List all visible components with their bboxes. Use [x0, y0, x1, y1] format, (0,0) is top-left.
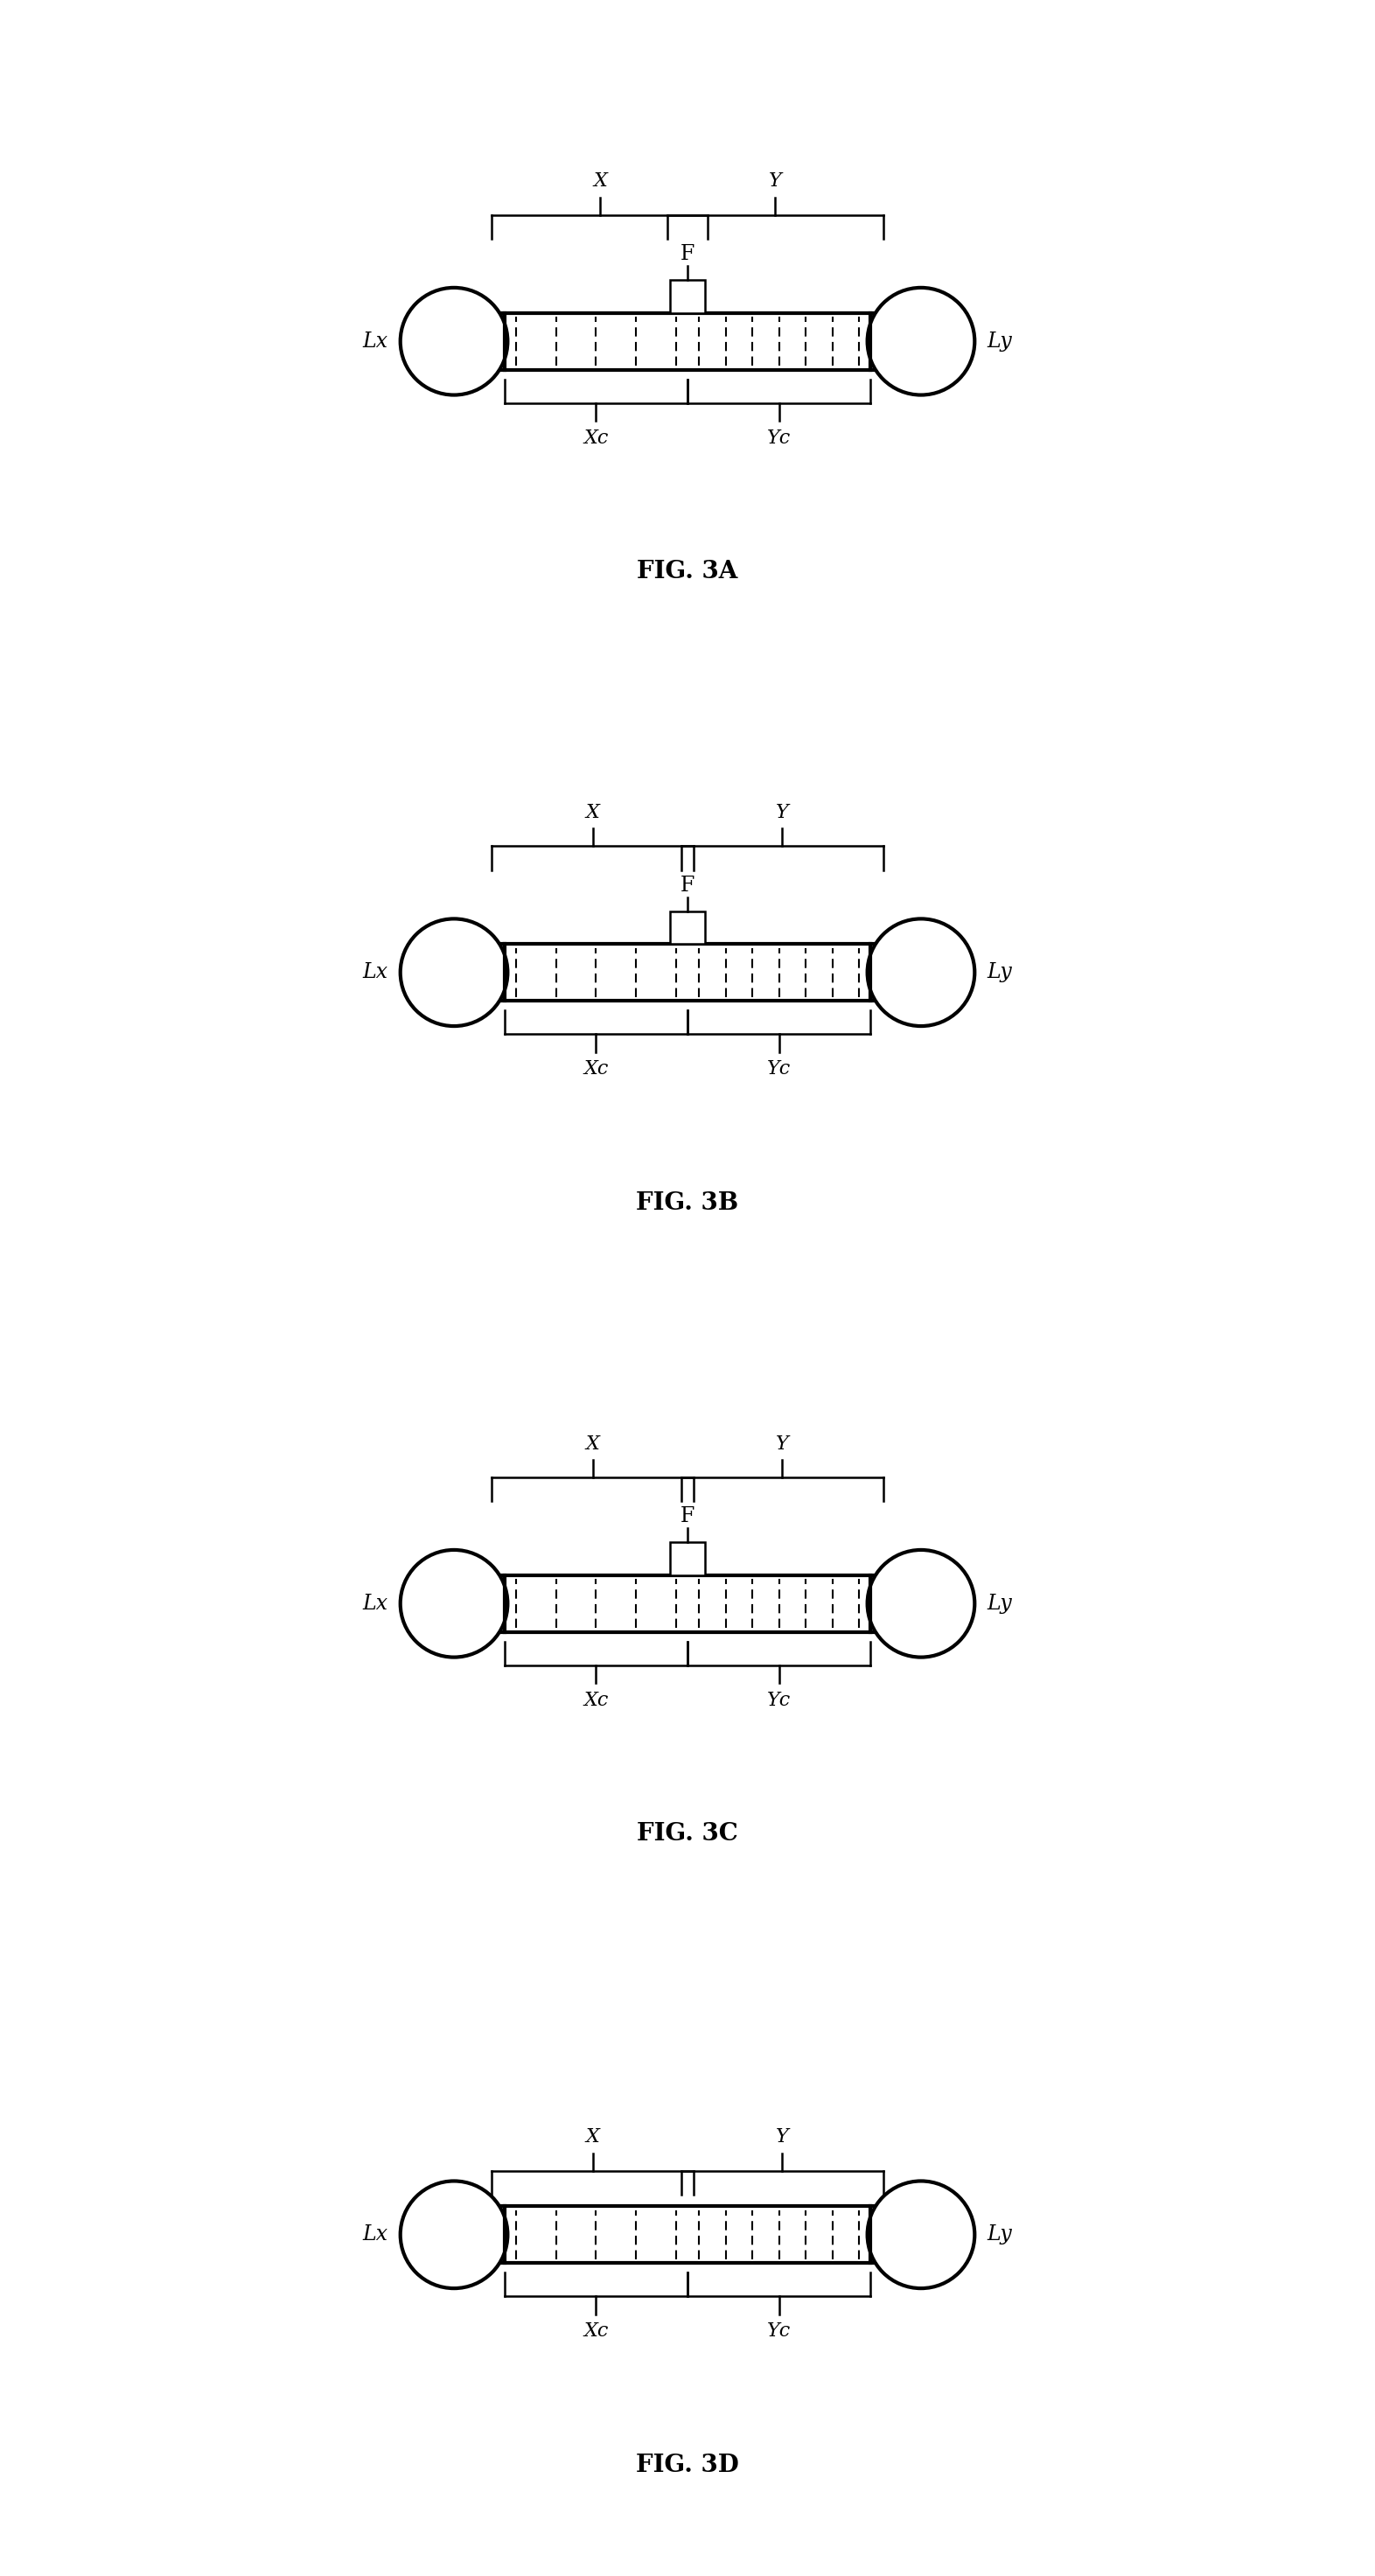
Text: Xc: Xc	[583, 1059, 608, 1079]
Text: Lx: Lx	[362, 332, 388, 350]
Text: FIG. 3B: FIG. 3B	[637, 1190, 738, 1216]
Text: Y: Y	[775, 1435, 789, 1453]
Text: Lx: Lx	[362, 963, 388, 981]
Text: Yc: Yc	[767, 428, 791, 448]
Bar	[670, 281, 705, 312]
Text: Ly: Ly	[987, 1595, 1012, 1613]
Text: Yc: Yc	[767, 1690, 791, 1710]
Bar	[670, 1543, 705, 1574]
Text: F: F	[681, 1507, 694, 1528]
Text: FIG. 3D: FIG. 3D	[637, 2452, 738, 2478]
Text: X: X	[586, 804, 600, 822]
Text: X: X	[586, 1435, 600, 1453]
Text: FIG. 3C: FIG. 3C	[637, 1821, 738, 1847]
Text: Ly: Ly	[987, 2226, 1012, 2244]
Text: F: F	[681, 876, 694, 896]
Text: Y: Y	[775, 2128, 789, 2146]
Bar	[670, 912, 705, 943]
Text: FIG. 3A: FIG. 3A	[637, 559, 738, 585]
Text: Lx: Lx	[362, 2226, 388, 2244]
Text: X: X	[586, 2128, 600, 2146]
Text: F: F	[681, 245, 694, 265]
Text: Xc: Xc	[583, 1690, 608, 1710]
Text: Y: Y	[775, 804, 789, 822]
Text: Xc: Xc	[583, 2321, 608, 2342]
Text: Ly: Ly	[987, 332, 1012, 350]
Text: X: X	[593, 173, 606, 191]
Text: Yc: Yc	[767, 1059, 791, 1079]
Text: Y: Y	[769, 173, 781, 191]
Text: Xc: Xc	[583, 428, 608, 448]
Text: Lx: Lx	[362, 1595, 388, 1613]
Text: Ly: Ly	[987, 963, 1012, 981]
Text: Yc: Yc	[767, 2321, 791, 2342]
